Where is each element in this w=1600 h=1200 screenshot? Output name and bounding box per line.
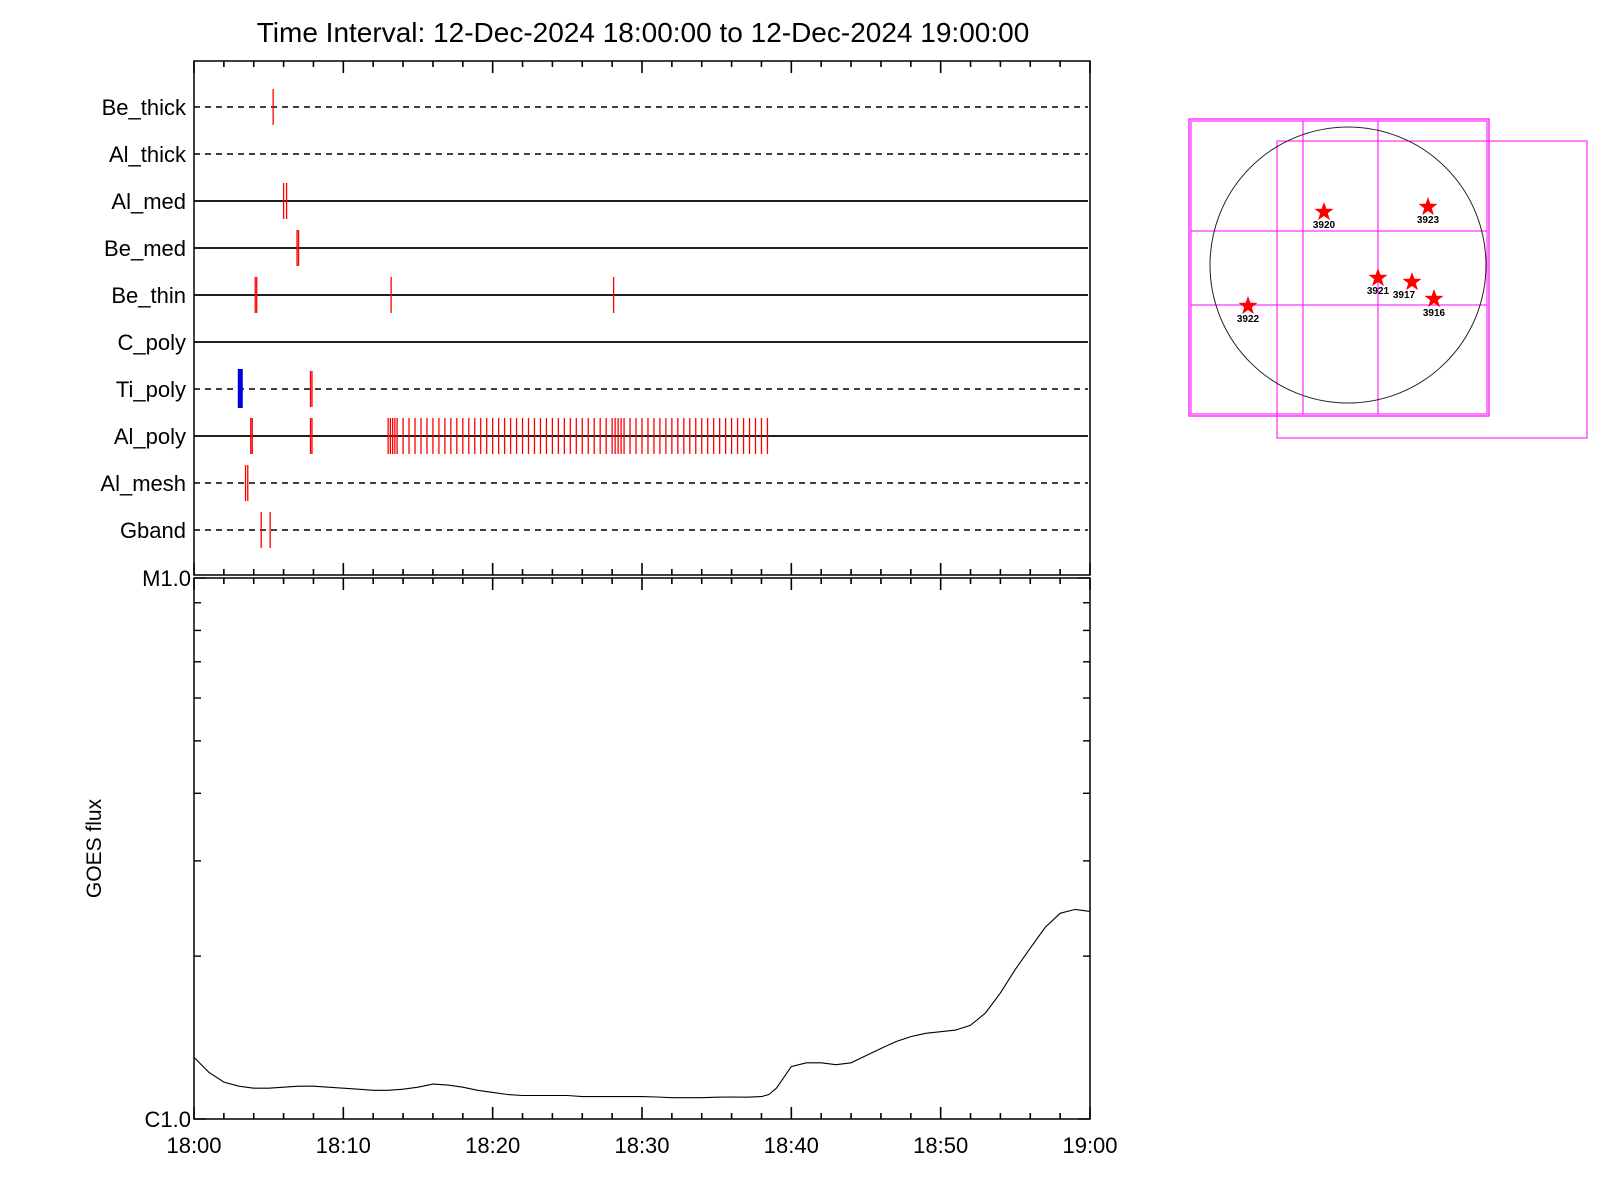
active-region-label: 3917 bbox=[1393, 290, 1416, 301]
goes-flux-line bbox=[193, 908, 1091, 1099]
active-region-star bbox=[1402, 272, 1422, 291]
active-region-label: 3922 bbox=[1237, 314, 1260, 325]
active-region-label: 3921 bbox=[1367, 286, 1390, 297]
x-tick-label: 18:50 bbox=[913, 1133, 968, 1158]
filter-label: Al_thick bbox=[109, 142, 187, 167]
active-region-label: 3920 bbox=[1313, 220, 1336, 231]
x-tick-label: 18:00 bbox=[166, 1133, 221, 1158]
timeline-frame bbox=[193, 60, 1091, 576]
fov-box bbox=[1188, 118, 1490, 417]
filter-label: Be_thick bbox=[102, 95, 187, 120]
active-region-star bbox=[1368, 268, 1388, 287]
goes-flux-panel: C1.0 M1.0 18:00 18:10 18:20 18:30 18:40 18:50 19… bbox=[83, 566, 1118, 1158]
filter-label: Al_mesh bbox=[100, 471, 186, 496]
filter-label: Gband bbox=[120, 518, 186, 543]
solar-limb bbox=[1209, 126, 1487, 404]
filter-label: Be_med bbox=[104, 236, 186, 261]
x-tick-label: 18:40 bbox=[764, 1133, 819, 1158]
active-region-star bbox=[1238, 296, 1258, 315]
chart-title: Time Interval: 12-Dec-2024 18:00:00 to 1… bbox=[257, 17, 1030, 48]
y-tick-label: C1.0 bbox=[145, 1107, 191, 1132]
filter-label: Al_med bbox=[111, 189, 186, 214]
active-region-label: 3923 bbox=[1417, 215, 1440, 226]
filter-label: C_poly bbox=[118, 330, 186, 355]
y-axis-title: GOES flux bbox=[83, 798, 106, 898]
goes-frame bbox=[193, 577, 1091, 1120]
filter-label: Ti_poly bbox=[116, 377, 186, 402]
y-tick-label: M1.0 bbox=[142, 566, 191, 591]
active-region-star bbox=[1314, 202, 1334, 221]
solar-disk-panel: 3920 3923 3921 3917 3916 3922 bbox=[1188, 118, 1588, 439]
active-region-label: 3916 bbox=[1423, 308, 1446, 319]
x-tick-label: 18:20 bbox=[465, 1133, 520, 1158]
filter-label: Be_thin bbox=[111, 283, 186, 308]
filter-timeline-panel: Be_thick Al_thick Al_med Be_med Be_thin C_pol… bbox=[100, 60, 1091, 576]
x-tick-label: 19:00 bbox=[1062, 1133, 1117, 1158]
fov-box bbox=[1190, 120, 1488, 415]
x-tick-label: 18:10 bbox=[316, 1133, 371, 1158]
active-region-star bbox=[1424, 289, 1444, 308]
filter-label: Al_poly bbox=[114, 424, 186, 449]
fov-box bbox=[1276, 140, 1588, 439]
x-tick-label: 18:30 bbox=[614, 1133, 669, 1158]
active-region-star bbox=[1418, 197, 1438, 216]
